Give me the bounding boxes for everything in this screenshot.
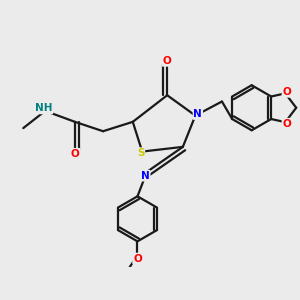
- Text: N: N: [141, 171, 150, 181]
- Text: O: O: [70, 149, 79, 159]
- Text: O: O: [283, 119, 291, 129]
- Text: NH: NH: [35, 103, 52, 113]
- Text: N: N: [194, 109, 202, 119]
- Text: O: O: [163, 56, 172, 66]
- Text: S: S: [137, 148, 144, 158]
- Text: O: O: [133, 254, 142, 264]
- Text: O: O: [283, 87, 291, 97]
